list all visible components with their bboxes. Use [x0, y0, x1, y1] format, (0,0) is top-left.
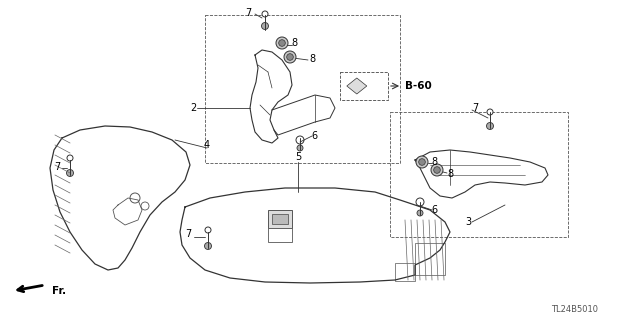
Circle shape [67, 155, 73, 161]
Circle shape [276, 37, 288, 49]
Bar [395, 263, 415, 281]
Text: 7: 7 [245, 8, 251, 18]
Text: Fr.: Fr. [52, 286, 66, 296]
Circle shape [416, 156, 428, 168]
Text: 5: 5 [295, 152, 301, 162]
Circle shape [419, 159, 426, 165]
Circle shape [431, 164, 443, 176]
Text: B-60: B-60 [404, 81, 431, 91]
Text: 7: 7 [54, 162, 60, 172]
Circle shape [205, 242, 211, 249]
Text: 6: 6 [431, 205, 437, 215]
Text: 7: 7 [185, 229, 191, 239]
Bar [390, 112, 568, 237]
Text: 8: 8 [431, 157, 437, 167]
Text: TL24B5010: TL24B5010 [552, 306, 598, 315]
Circle shape [297, 145, 303, 151]
Text: 8: 8 [309, 54, 315, 64]
Bar [272, 214, 288, 224]
Circle shape [486, 122, 493, 130]
Text: 4: 4 [204, 140, 210, 150]
Bar [268, 210, 292, 228]
Circle shape [487, 109, 493, 115]
Polygon shape [347, 78, 367, 94]
Text: 8: 8 [447, 169, 453, 179]
Circle shape [287, 54, 293, 60]
Circle shape [67, 169, 74, 176]
Text: 8: 8 [291, 38, 297, 48]
Circle shape [284, 51, 296, 63]
Bar [268, 228, 292, 242]
Text: 7: 7 [472, 103, 478, 113]
Circle shape [416, 198, 424, 206]
Circle shape [434, 167, 440, 173]
Bar [340, 72, 388, 100]
Circle shape [262, 23, 269, 29]
Text: 2: 2 [190, 103, 196, 113]
Circle shape [417, 210, 423, 216]
Bar [415, 243, 445, 275]
Circle shape [205, 227, 211, 233]
Bar [205, 15, 400, 163]
Circle shape [296, 136, 304, 144]
Text: 3: 3 [465, 217, 471, 227]
Circle shape [278, 40, 285, 46]
Circle shape [262, 11, 268, 17]
Text: 6: 6 [311, 131, 317, 141]
